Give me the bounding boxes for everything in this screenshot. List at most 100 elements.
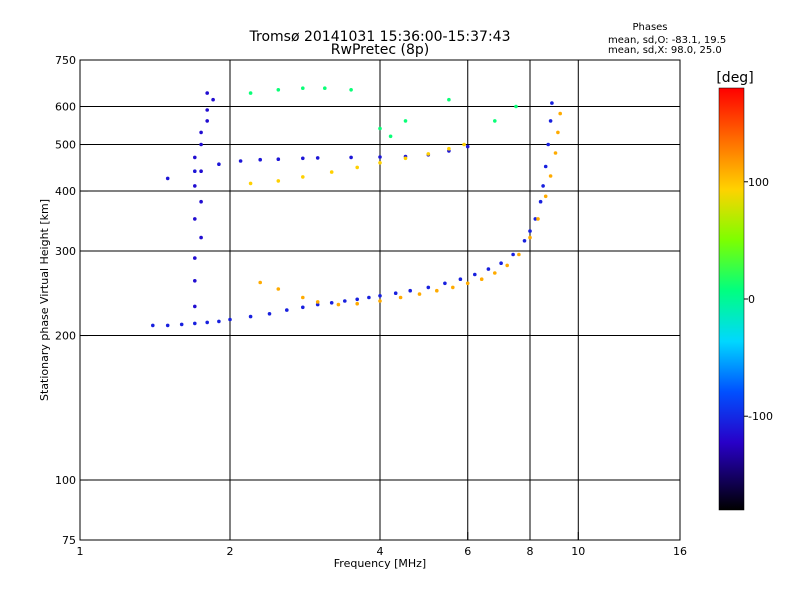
data-point bbox=[199, 199, 203, 204]
data-point bbox=[276, 157, 281, 161]
x-tick-label: 4 bbox=[377, 545, 384, 558]
chart-subtitle: RwPretec (8p) bbox=[331, 42, 429, 58]
data-point bbox=[199, 130, 203, 135]
data-point bbox=[165, 323, 170, 328]
data-point bbox=[447, 146, 451, 151]
data-point bbox=[193, 169, 197, 173]
data-point bbox=[258, 280, 263, 285]
data-point bbox=[301, 305, 305, 310]
x-tick-label: 2 bbox=[227, 545, 234, 558]
data-point bbox=[538, 199, 543, 204]
data-point bbox=[205, 320, 209, 325]
data-point bbox=[276, 179, 281, 183]
series-4 bbox=[193, 91, 215, 309]
data-point bbox=[462, 142, 466, 147]
data-point bbox=[398, 295, 403, 300]
data-point bbox=[228, 317, 232, 322]
data-point bbox=[556, 130, 560, 135]
data-point bbox=[388, 134, 393, 139]
data-point bbox=[349, 88, 353, 92]
data-point bbox=[301, 156, 305, 161]
colorbar-tick-label: -100 bbox=[748, 410, 773, 423]
data-point bbox=[517, 252, 521, 257]
data-point bbox=[443, 281, 447, 286]
data-point bbox=[329, 170, 334, 174]
axis-ticks: 1 2 4 6 8 10 16 75 100 200 300 400 500 600 750 bbox=[55, 54, 687, 558]
data-point bbox=[151, 323, 155, 328]
data-point bbox=[349, 155, 353, 160]
data-point bbox=[193, 304, 197, 309]
colorbar-tick-label: 0 bbox=[748, 293, 755, 306]
data-points bbox=[151, 86, 562, 328]
data-point bbox=[378, 161, 382, 165]
y-tick-label: 400 bbox=[55, 185, 76, 198]
y-tick-label: 100 bbox=[55, 474, 76, 487]
data-point bbox=[258, 157, 263, 162]
data-point bbox=[426, 152, 431, 156]
data-point bbox=[367, 295, 371, 300]
legend-line-x: mean, sd,X: 98.0, 25.0 bbox=[608, 45, 722, 56]
data-point bbox=[558, 111, 562, 116]
data-point bbox=[465, 281, 470, 286]
data-point bbox=[343, 299, 347, 303]
data-point bbox=[238, 159, 243, 163]
data-point bbox=[378, 126, 382, 131]
y-tick-label: 200 bbox=[55, 330, 76, 343]
x-tick-label: 1 bbox=[77, 545, 84, 558]
data-point bbox=[505, 263, 510, 268]
y-tick-label: 750 bbox=[55, 54, 76, 67]
data-point bbox=[199, 235, 203, 240]
data-point bbox=[315, 156, 320, 160]
data-point bbox=[403, 119, 408, 123]
y-tick-label: 500 bbox=[55, 139, 76, 152]
data-point bbox=[479, 277, 484, 282]
data-point bbox=[378, 299, 382, 303]
data-point bbox=[355, 297, 360, 302]
data-point bbox=[417, 292, 422, 296]
data-point bbox=[543, 164, 548, 169]
data-point bbox=[323, 86, 327, 90]
data-point bbox=[533, 217, 538, 221]
colorbar bbox=[718, 87, 745, 511]
chart-title: Tromsø 20141031 15:36:00-15:37:43 bbox=[249, 29, 511, 45]
data-point bbox=[301, 175, 305, 179]
data-point bbox=[355, 301, 360, 306]
data-point bbox=[514, 104, 518, 109]
data-point bbox=[511, 252, 515, 257]
data-point bbox=[536, 217, 540, 221]
data-point bbox=[465, 144, 470, 149]
data-point bbox=[193, 155, 197, 160]
data-point bbox=[248, 91, 253, 95]
legend-line-o: mean, sd,O: -83.1, 19.5 bbox=[608, 35, 726, 46]
x-tick-label: 10 bbox=[571, 545, 585, 558]
x-axis-label: Frequency [MHz] bbox=[334, 557, 426, 570]
data-point bbox=[486, 267, 491, 271]
grid-lines bbox=[80, 60, 680, 540]
data-point bbox=[548, 174, 553, 178]
series-0 bbox=[151, 101, 554, 328]
data-point bbox=[205, 108, 209, 112]
data-point bbox=[378, 294, 382, 298]
data-point bbox=[199, 142, 203, 147]
data-point bbox=[548, 119, 553, 123]
x-tick-label: 6 bbox=[464, 545, 471, 558]
data-point bbox=[499, 261, 503, 266]
data-point bbox=[205, 91, 209, 95]
data-point bbox=[393, 291, 398, 296]
data-point bbox=[451, 285, 455, 290]
data-point bbox=[315, 300, 320, 304]
data-point bbox=[355, 165, 360, 170]
data-point bbox=[403, 156, 408, 161]
data-point bbox=[248, 314, 253, 319]
colorbar-unit: [deg] bbox=[716, 70, 753, 86]
data-point bbox=[426, 285, 431, 290]
data-point bbox=[193, 217, 197, 221]
data-point bbox=[248, 181, 253, 186]
data-point bbox=[276, 88, 281, 92]
data-point bbox=[493, 119, 497, 123]
data-point bbox=[193, 279, 197, 283]
data-point bbox=[329, 301, 334, 305]
y-tick-label: 300 bbox=[55, 245, 76, 258]
legend-title: Phases bbox=[632, 22, 667, 33]
